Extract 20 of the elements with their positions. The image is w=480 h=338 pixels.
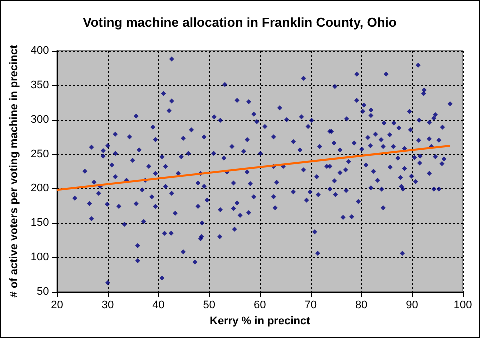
x-tick-label: 100	[454, 300, 472, 312]
x-tick-label: 30	[102, 300, 114, 312]
y-tick-label: 250	[30, 148, 50, 160]
chart-title: Voting machine allocation in Franklin County, Ohio	[83, 15, 397, 30]
y-tick-label: 50	[37, 286, 50, 298]
x-tick-label: 70	[304, 300, 317, 312]
y-tick-label: 350	[30, 79, 50, 92]
x-tick-label: 20	[51, 300, 64, 312]
x-tick-label: 50	[203, 300, 216, 312]
y-axis-title: # of active voters per voting machine in precinct	[8, 44, 20, 298]
x-tick-label: 90	[406, 300, 418, 312]
x-tick-label: 80	[355, 300, 368, 312]
y-tick-label: 400	[30, 45, 50, 57]
x-tick-label: 60	[254, 300, 266, 312]
y-tick-label: 300	[30, 114, 50, 126]
y-tick-label: 100	[30, 252, 50, 264]
y-tick-label: 200	[30, 182, 50, 195]
x-axis-title: Kerry % in precinct	[210, 315, 311, 328]
y-tick-label: 150	[30, 217, 50, 230]
x-tick-label: 40	[152, 300, 165, 312]
